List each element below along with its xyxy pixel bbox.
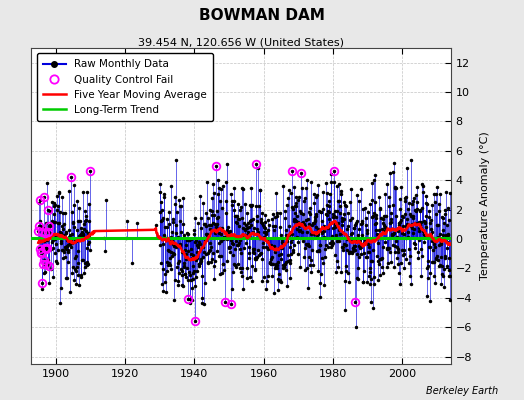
- Title: 39.454 N, 120.656 W (United States): 39.454 N, 120.656 W (United States): [138, 37, 344, 47]
- Text: Berkeley Earth: Berkeley Earth: [425, 386, 498, 396]
- Legend: Raw Monthly Data, Quality Control Fail, Five Year Moving Average, Long-Term Tren: Raw Monthly Data, Quality Control Fail, …: [37, 53, 213, 121]
- Text: BOWMAN DAM: BOWMAN DAM: [199, 8, 325, 23]
- Y-axis label: Temperature Anomaly (°C): Temperature Anomaly (°C): [481, 132, 490, 280]
